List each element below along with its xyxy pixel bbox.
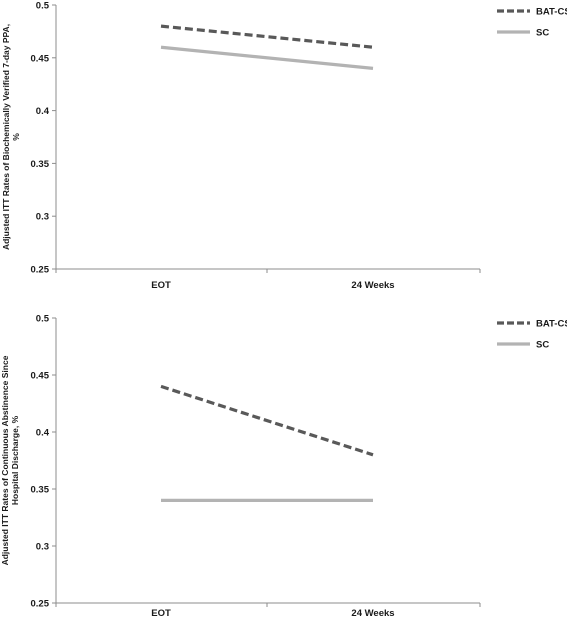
y-tick-label: 0.45 bbox=[31, 371, 50, 382]
y-axis-title: Hospital Discharge, % bbox=[10, 415, 20, 505]
legend-label-sc: SC bbox=[536, 28, 549, 39]
y-tick-label: 0.35 bbox=[31, 159, 50, 170]
x-tick-label: 24 Weeks bbox=[351, 280, 394, 291]
y-axis-title: Adjusted ITT Rates of Continuous Abstine… bbox=[0, 355, 10, 565]
series-line-bat-cs bbox=[160, 24, 374, 49]
legend-label-bat-cs: BAT-CS bbox=[536, 319, 567, 330]
y-tick-label: 0.3 bbox=[36, 212, 49, 223]
x-tick-label: 24 Weeks bbox=[351, 608, 394, 619]
legend-label-bat-cs: BAT-CS bbox=[536, 7, 567, 18]
legend-label-sc: SC bbox=[536, 340, 549, 351]
y-tick-label: 0.5 bbox=[36, 1, 50, 12]
y-tick-label: 0.3 bbox=[36, 542, 49, 553]
y-tick-label: 0.25 bbox=[31, 265, 50, 276]
chart-panel-1: 0.25 0.3 0.35 0.4 0.45 0.5 EOT 24 Weeks Adjusted… bbox=[1, 1, 567, 292]
y-tick-label: 0.5 bbox=[36, 314, 50, 325]
x-tick-label: EOT bbox=[151, 280, 171, 291]
y-tick-label: 0.35 bbox=[31, 485, 50, 496]
y-tick-label: 0.45 bbox=[31, 53, 50, 64]
y-axis-title: Adjusted ITT Rates of Biochemically Veri… bbox=[1, 24, 11, 250]
y-axis-title: % bbox=[11, 133, 21, 141]
series-line-sc bbox=[160, 45, 374, 70]
y-tick-label: 0.4 bbox=[36, 428, 50, 439]
chart-panel-2: 0.25 0.3 0.35 0.4 0.45 0.5 EOT 24 Weeks Adjusted… bbox=[0, 314, 567, 619]
y-tick-label: 0.25 bbox=[31, 599, 50, 610]
series-line-bat-cs bbox=[160, 384, 374, 457]
y-tick-label: 0.4 bbox=[36, 106, 50, 117]
x-tick-label: EOT bbox=[151, 608, 171, 619]
